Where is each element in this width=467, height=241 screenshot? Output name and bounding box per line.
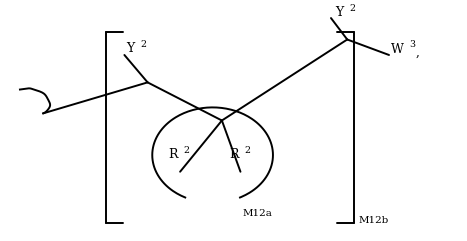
Text: 2: 2 <box>141 40 147 49</box>
Text: R: R <box>169 148 178 161</box>
Text: ,: , <box>416 46 419 59</box>
Text: Y: Y <box>126 42 134 55</box>
Text: M12a: M12a <box>243 209 273 218</box>
Text: R: R <box>229 148 238 161</box>
Text: 3: 3 <box>409 40 415 49</box>
Text: M12b: M12b <box>359 216 389 225</box>
Text: 2: 2 <box>244 146 250 155</box>
Text: 2: 2 <box>350 4 355 13</box>
Text: W: W <box>391 43 404 56</box>
Text: 2: 2 <box>184 146 190 155</box>
Text: Y: Y <box>335 6 343 19</box>
